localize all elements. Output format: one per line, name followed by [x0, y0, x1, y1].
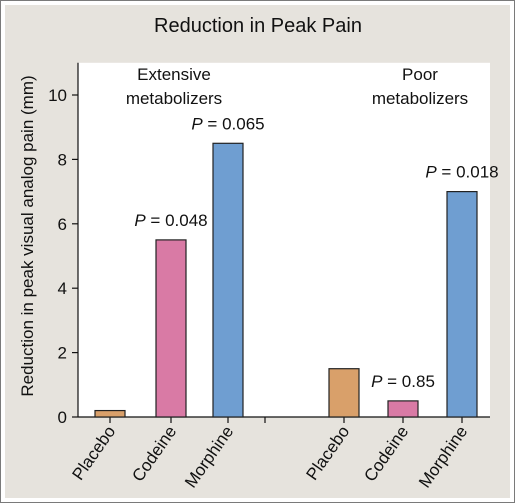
x-tick-label: Morphine — [415, 422, 471, 491]
x-tick-label: Placebo — [68, 422, 119, 483]
y-tick-label: 2 — [58, 344, 67, 363]
bar-codeine — [155, 239, 187, 418]
bar-placebo — [94, 409, 126, 418]
bar-morphine — [212, 142, 244, 418]
y-tick-label: 6 — [58, 215, 67, 234]
y-tick-label: 10 — [48, 86, 67, 105]
axes: 0 2 4 6 8 10 — [48, 62, 490, 427]
group-label: metabolizers — [126, 89, 222, 108]
y-tick-label: 4 — [58, 279, 67, 298]
p-value-label: P = 0.85 — [371, 372, 435, 391]
x-tick-label: Codeine — [128, 422, 180, 485]
x-tick-label: Morphine — [181, 422, 237, 491]
p-value-label: P = 0.018 — [425, 163, 498, 182]
y-axis-label: Reduction in peak visual analog pain (mm… — [18, 75, 37, 396]
y-tick-label: 8 — [58, 150, 67, 169]
p-value-label: P = 0.048 — [134, 211, 207, 230]
p-value-label: P = 0.065 — [191, 114, 264, 133]
chart-title: Reduction in Peak Pain — [154, 15, 362, 37]
group-label: Poor — [402, 65, 438, 84]
group-label: Extensive — [137, 65, 211, 84]
bar-codeine — [387, 400, 419, 418]
x-tick-label: Placebo — [302, 422, 353, 483]
x-tick-label: Codeine — [360, 422, 412, 485]
bar-placebo — [328, 368, 360, 418]
bar-morphine — [446, 191, 478, 418]
group-label: metabolizers — [372, 89, 468, 108]
y-tick-label: 0 — [58, 408, 67, 427]
plot-area — [78, 62, 490, 418]
